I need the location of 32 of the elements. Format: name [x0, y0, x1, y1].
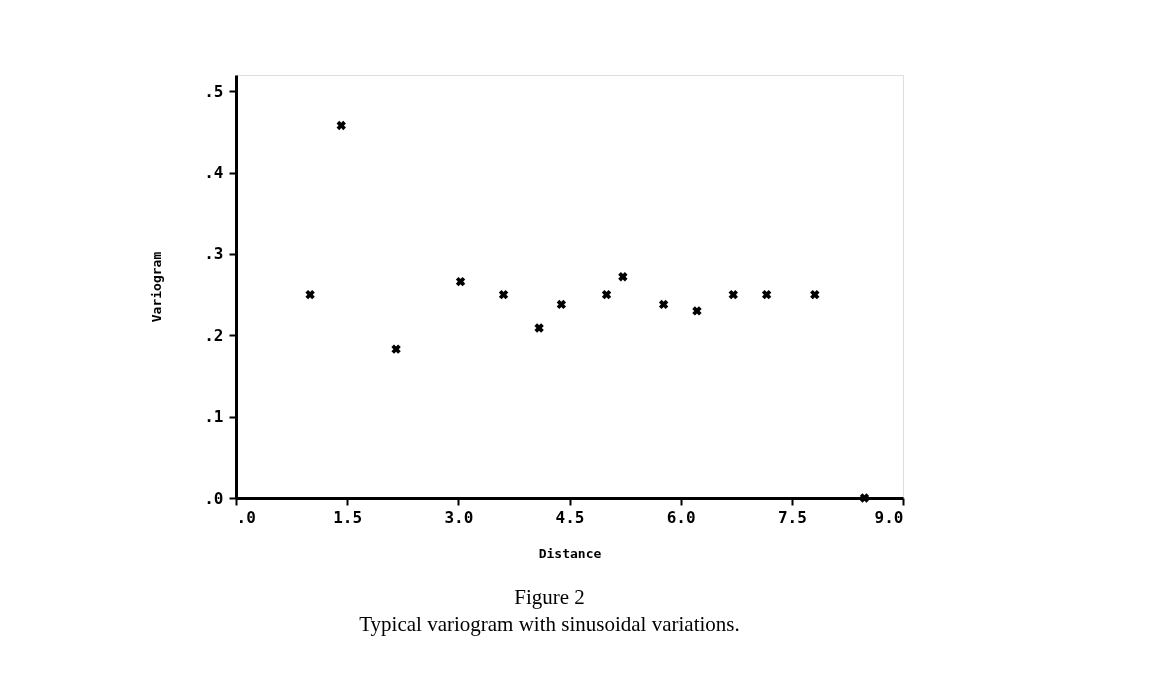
x-tick-label: 3.0	[444, 507, 474, 527]
x-tick-label: 4.5	[555, 507, 585, 527]
point	[534, 323, 544, 333]
point	[761, 289, 772, 300]
y-tick-label: .2	[204, 325, 224, 345]
x-tick-label: 7.5	[777, 507, 807, 527]
x-tick-label: 9.0	[874, 507, 904, 527]
y-tick-label: .1	[204, 407, 224, 427]
point	[391, 344, 401, 354]
point	[556, 299, 567, 310]
point	[618, 272, 628, 282]
point	[859, 493, 870, 503]
x-tick-label: .0	[236, 507, 256, 527]
text: Typical variogram with sinusoidal variations.	[359, 612, 740, 636]
point	[810, 289, 820, 300]
point	[692, 306, 702, 316]
point	[658, 299, 669, 310]
y-tick-label: .4	[204, 163, 224, 183]
caption: Figure 2	[514, 585, 585, 609]
x-tick-label: 6.0	[666, 507, 696, 527]
x-axis-title: Distance	[538, 545, 602, 561]
point	[728, 289, 738, 300]
y-tick-label: .3	[204, 244, 224, 264]
y-tick-label: .5	[204, 81, 224, 101]
x-tick-label: 1.5	[333, 507, 363, 527]
point	[498, 289, 509, 300]
y-axis-title: Variogram	[149, 251, 165, 323]
point	[455, 276, 466, 287]
point	[601, 289, 612, 300]
y-tick-label: .0	[204, 488, 224, 508]
point	[305, 289, 315, 300]
point	[336, 120, 346, 131]
